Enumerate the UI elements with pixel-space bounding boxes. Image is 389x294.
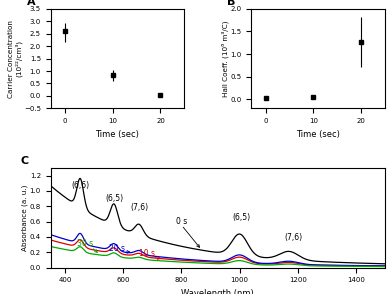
X-axis label: Wavelength (nm): Wavelength (nm) (181, 289, 254, 294)
Y-axis label: Hall Coeff. (10⁶ m³/C): Hall Coeff. (10⁶ m³/C) (221, 20, 229, 97)
Text: (6,6): (6,6) (71, 181, 89, 190)
Text: 30 s: 30 s (77, 239, 93, 248)
Text: (6,5): (6,5) (105, 194, 123, 203)
Text: 20 s: 20 s (109, 244, 125, 253)
Text: A: A (26, 0, 35, 7)
X-axis label: Time (sec): Time (sec) (96, 130, 139, 138)
Text: (7,6): (7,6) (131, 203, 149, 212)
X-axis label: Time (sec): Time (sec) (296, 130, 340, 138)
Y-axis label: Carrier Concentration
(10²²/cm³): Carrier Concentration (10²²/cm³) (8, 20, 23, 98)
Text: C: C (21, 156, 28, 166)
Text: (7,6): (7,6) (284, 233, 303, 242)
Text: 10 s: 10 s (138, 249, 154, 258)
Text: 0 s: 0 s (176, 216, 187, 225)
Text: (6,5): (6,5) (232, 213, 250, 222)
Text: B: B (227, 0, 236, 7)
Y-axis label: Absorbance (a. u.): Absorbance (a. u.) (22, 185, 28, 251)
